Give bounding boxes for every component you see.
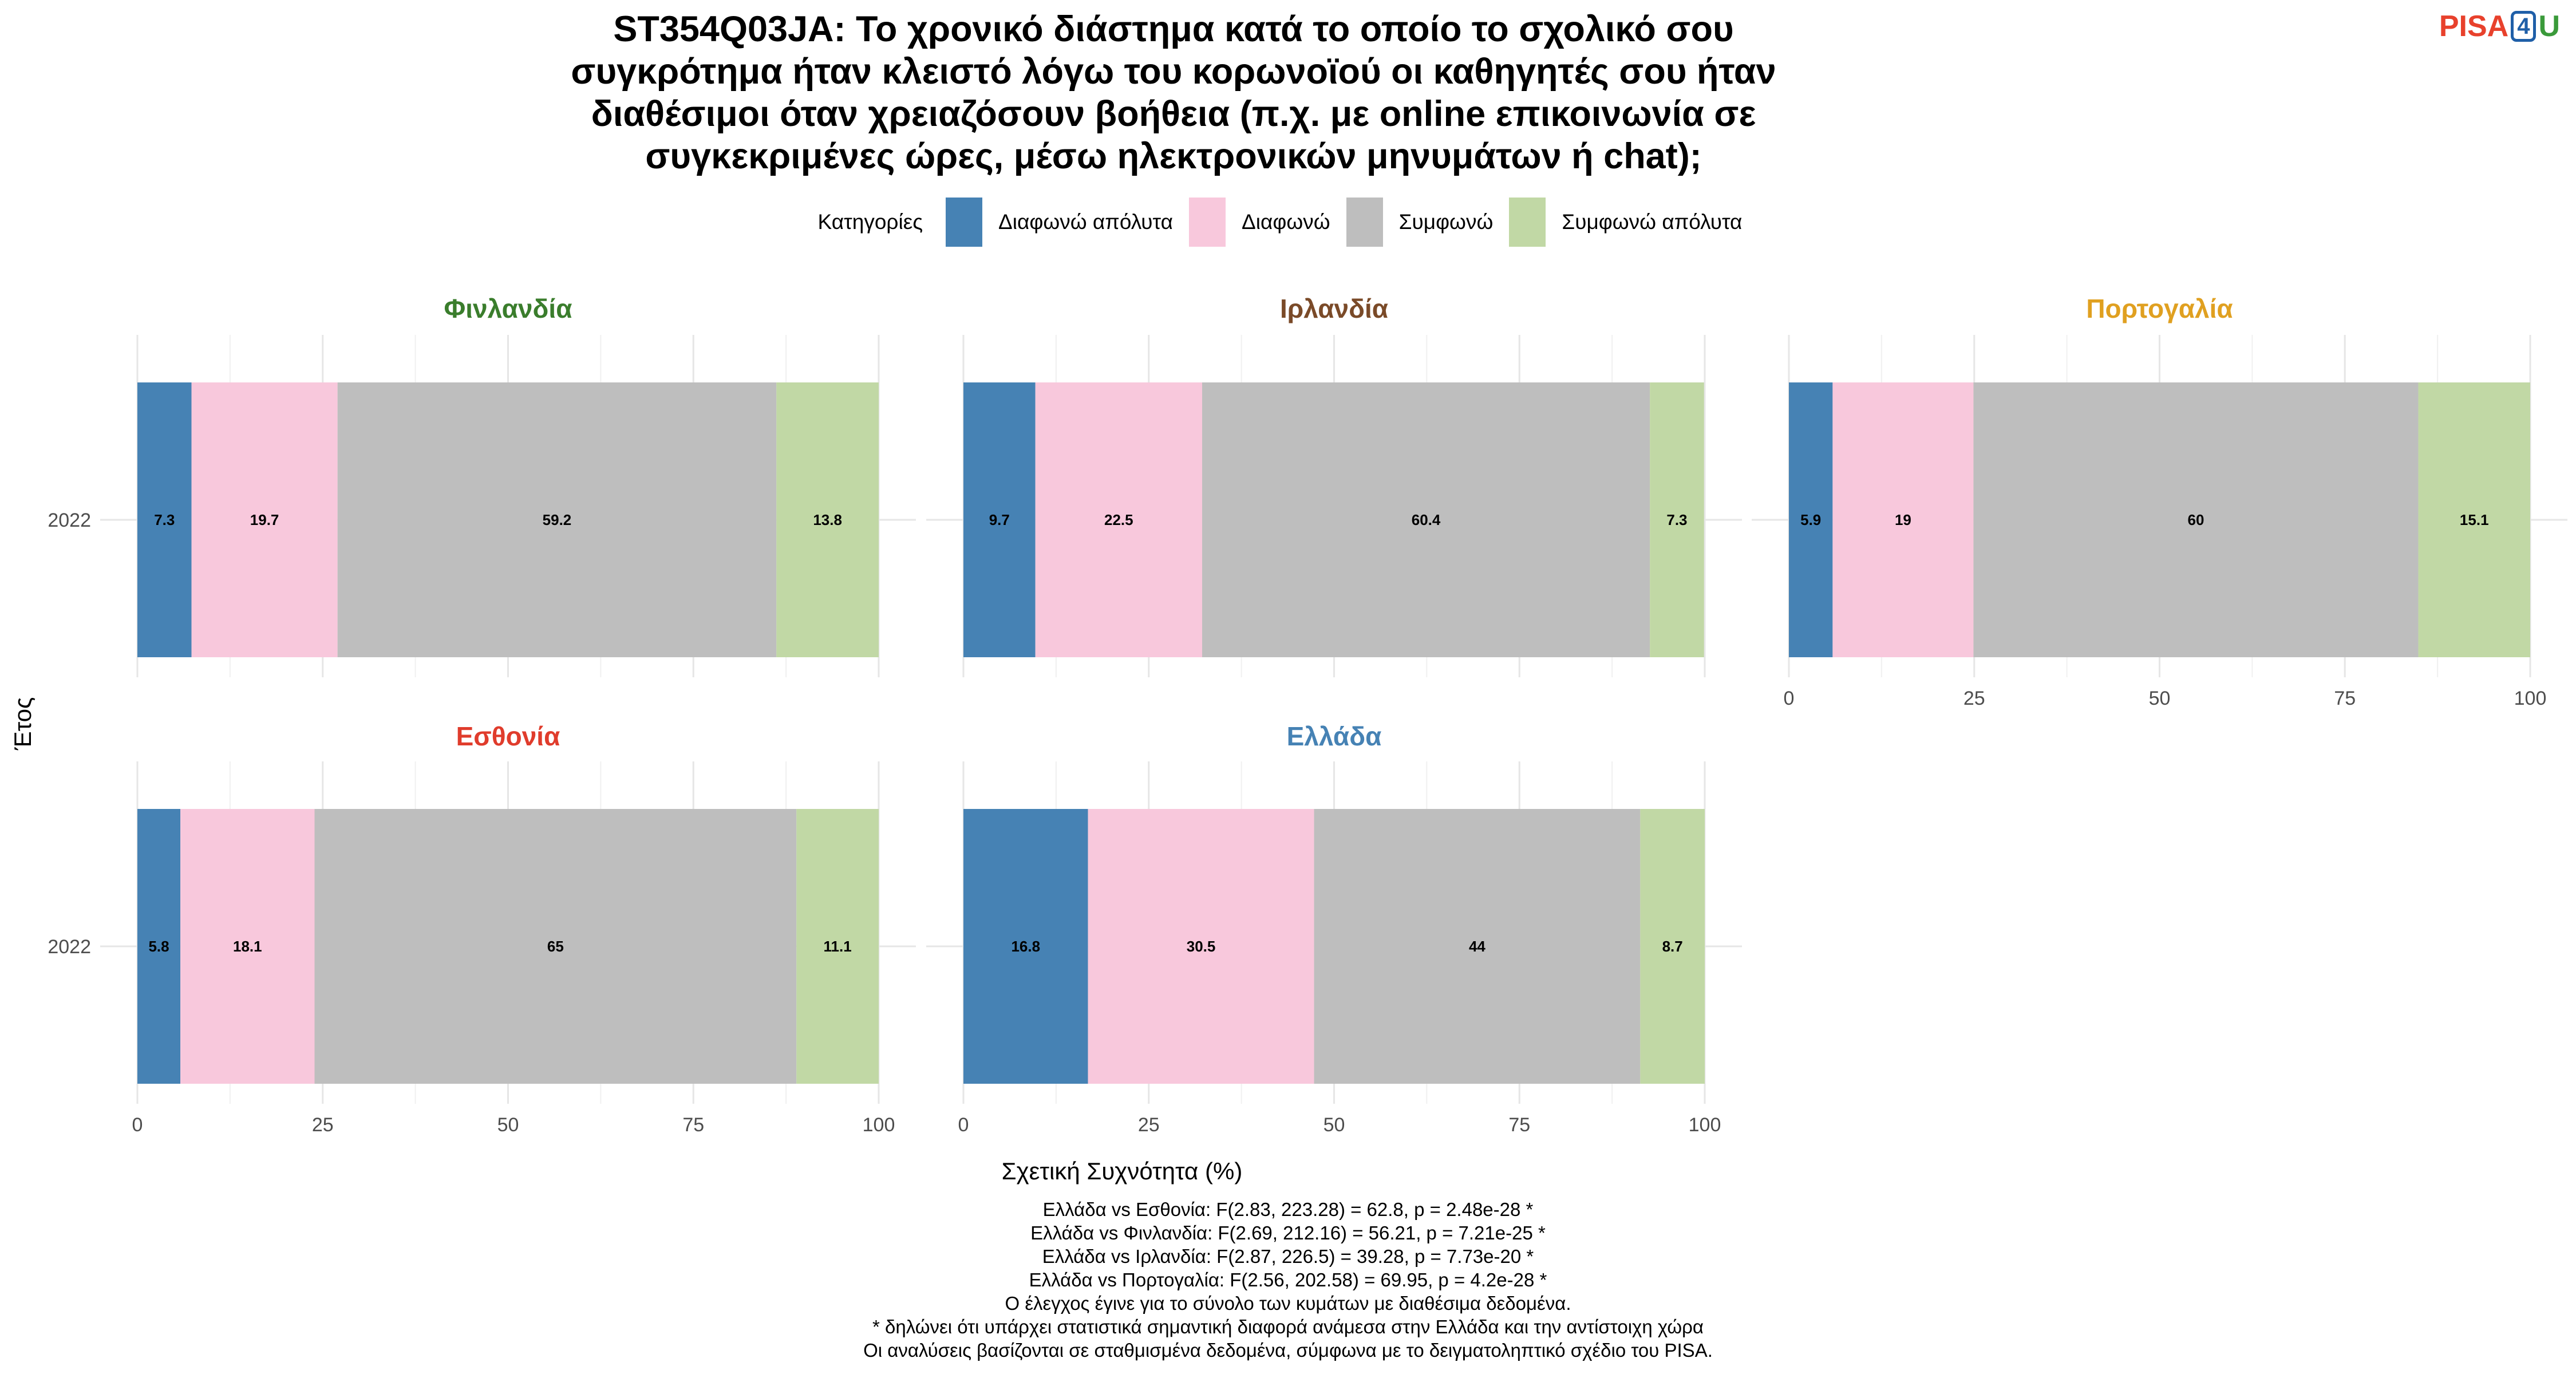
data-label: 59.2 (543, 511, 572, 528)
logo-text-pisa: PISA (2439, 10, 2509, 43)
x-tick-label: 75 (682, 1114, 704, 1136)
notes: Ελλάδα vs Εσθονία: F(2.83, 223.28) = 62.… (572, 1198, 2004, 1362)
legend-title: Κατηγορίες (817, 210, 923, 234)
note-line: Ελλάδα vs Ιρλανδία: F(2.87, 226.5) = 39.… (1042, 1246, 1534, 1267)
data-label: 7.3 (1666, 511, 1687, 528)
y-tick-label: 2022 (48, 936, 91, 958)
data-label: 16.8 (1011, 938, 1040, 955)
logo-text-four: 4 (2511, 11, 2537, 42)
x-tick-label: 75 (1508, 1114, 1530, 1136)
bar-segment (963, 809, 1088, 1084)
legend-item: Συμφωνώ απόλυτα (1509, 198, 1742, 247)
data-label: 30.5 (1187, 938, 1216, 955)
data-label: 11.1 (824, 938, 852, 955)
legend-label: Συμφωνώ (1398, 210, 1494, 234)
data-label: 19 (1895, 511, 1911, 528)
legend-swatch (1509, 198, 1546, 247)
data-label: 15.1 (2460, 511, 2489, 528)
x-tick-label: 0 (132, 1114, 143, 1136)
bar-segment (1314, 809, 1641, 1084)
data-label: 8.7 (1662, 938, 1683, 955)
bar-segment (137, 809, 181, 1084)
x-tick-label: 50 (1323, 1114, 1345, 1136)
pisa4u-logo: PISA 4 U (2439, 9, 2560, 44)
bar-segment (776, 382, 879, 657)
data-label: 18.1 (233, 938, 262, 955)
bar-segment (1832, 382, 1974, 657)
data-label: 19.7 (250, 511, 279, 528)
note-line: Ελλάδα vs Εσθονία: F(2.83, 223.28) = 62.… (1042, 1199, 1534, 1220)
title-line: ST354Q03JA: Το χρονικό διάστημα κατά το … (613, 9, 1734, 49)
x-tick-label: 50 (497, 1114, 519, 1136)
bar-segment (137, 382, 192, 657)
bar-segment (314, 809, 797, 1084)
bar-segment (796, 809, 879, 1084)
data-label: 13.8 (813, 511, 842, 528)
bar-segment (1088, 809, 1314, 1084)
title-line: διαθέσιμοι όταν χρειαζόσουν βοήθεια (π.χ… (591, 94, 1756, 134)
facet-title: Ελλάδα (1287, 721, 1382, 751)
bar-segment (1035, 382, 1202, 657)
x-tick-label: 75 (2334, 688, 2356, 709)
bar-segment (963, 382, 1036, 657)
legend-item: Διαφωνώ (1189, 198, 1330, 247)
note-line: Ελλάδα vs Πορτογαλία: F(2.56, 202.58) = … (1029, 1269, 1547, 1290)
data-label: 5.8 (148, 938, 169, 955)
data-label: 5.9 (1800, 511, 1821, 528)
x-tick-label: 50 (2149, 688, 2171, 709)
title-line: συγκρότημα ήταν κλειστό λόγω του κορωνοϊ… (571, 52, 1776, 92)
note-line: Ελλάδα vs Φινλανδία: F(2.69, 212.16) = 5… (1030, 1222, 1546, 1243)
x-tick-label: 25 (1138, 1114, 1160, 1136)
bar-segment (1202, 382, 1650, 657)
legend: Κατηγορίες Διαφωνώ απόλυτα Διαφωνώ Συμφω… (0, 198, 2576, 247)
chart-title: ST354Q03JA: Το χρονικό διάστημα κατά το … (487, 8, 1860, 177)
logo-text-u: U (2538, 10, 2560, 43)
facet-title: Φινλανδία (444, 294, 572, 323)
x-tick-label: 0 (958, 1114, 969, 1136)
data-label: 7.3 (154, 511, 175, 528)
bar-segment (180, 809, 315, 1084)
bar-segment (1650, 382, 1704, 657)
facet-title: Ιρλανδία (1280, 294, 1388, 323)
x-tick-label: 0 (1784, 688, 1795, 709)
bar-segment (2418, 382, 2530, 657)
data-label: 65 (547, 938, 564, 955)
x-tick-label: 100 (1689, 1114, 1721, 1136)
legend-item: Συμφωνώ (1346, 198, 1494, 247)
bar-segment (1973, 382, 2419, 657)
data-label: 9.7 (989, 511, 1010, 528)
y-tick-label: 2022 (48, 510, 91, 531)
legend-swatch (946, 198, 983, 247)
data-label: 60 (2187, 511, 2204, 528)
bar-segment (337, 382, 777, 657)
legend-label: Διαφωνώ (1242, 210, 1330, 234)
bar-segment (1640, 809, 1705, 1084)
x-tick-label: 25 (1963, 688, 1985, 709)
legend-swatch (1189, 198, 1226, 247)
bar-segment (1789, 382, 1833, 657)
data-label: 44 (1469, 938, 1485, 955)
x-tick-label: 25 (312, 1114, 334, 1136)
bar-segment (191, 382, 338, 657)
note-line: Ο έλεγχος έγινε για το σύνολο των κυμάτω… (1005, 1293, 1571, 1314)
data-label: 22.5 (1104, 511, 1133, 528)
note-line: Οι αναλύσεις βασίζονται σε σταθμισμένα δ… (863, 1340, 1713, 1361)
x-tick-label: 100 (863, 1114, 895, 1136)
x-axis-label: Σχετική Συχνότητα (%) (1001, 1158, 1243, 1185)
title-line: συγκεκριμένες ώρες, μέσω ηλεκτρονικών μη… (645, 136, 1702, 176)
legend-item: Διαφωνώ απόλυτα (946, 198, 1173, 247)
data-label: 60.4 (1412, 511, 1441, 528)
note-line: * δηλώνει ότι υπάρχει στατιστικά σημαντι… (872, 1316, 1704, 1337)
legend-label: Συμφωνώ απόλυτα (1562, 210, 1743, 234)
facet-title: Πορτογαλία (2086, 294, 2233, 323)
legend-swatch (1346, 198, 1383, 247)
x-tick-label: 100 (2514, 688, 2547, 709)
legend-label: Διαφωνώ απόλυτα (998, 210, 1174, 234)
facet-title: Εσθονία (456, 721, 560, 751)
